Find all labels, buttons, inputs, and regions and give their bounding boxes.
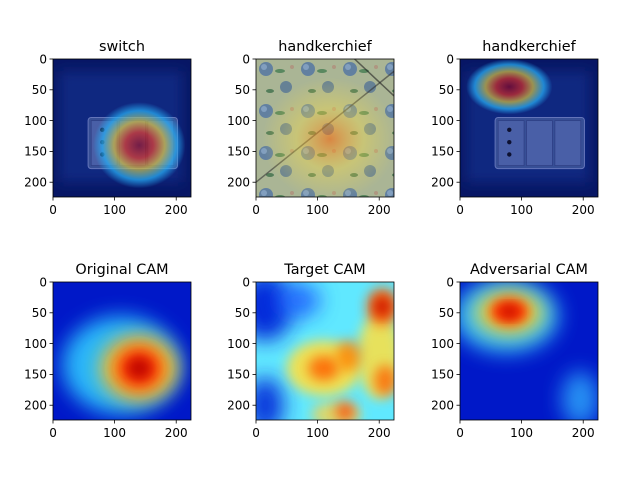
panel-title: handkerchief	[482, 39, 576, 55]
x-tick-label: 100	[306, 426, 329, 440]
panel-title: Adversarial CAM	[470, 262, 588, 278]
x-tick-label: 0	[456, 203, 464, 217]
y-tick-label: 100	[431, 337, 454, 351]
image-top-middle	[256, 59, 394, 197]
axes-frame	[52, 58, 192, 198]
heat-blob	[500, 305, 518, 318]
y-tick-label: 200	[431, 176, 454, 190]
y-tick-label: 150	[431, 368, 454, 382]
x-tick-label: 0	[252, 203, 260, 217]
image-top-left	[53, 59, 191, 197]
image-bottom-right	[460, 282, 598, 420]
image-bottom-middle	[256, 282, 394, 420]
heat-blob	[336, 402, 355, 420]
y-tick-label: 200	[24, 399, 47, 413]
y-tick-label: 100	[24, 114, 47, 128]
y-tick-label: 0	[39, 275, 47, 289]
y-tick-label: 150	[24, 368, 47, 382]
x-tick-label: 200	[572, 203, 595, 217]
switch-rocker	[554, 120, 582, 166]
y-tick-label: 50	[235, 83, 250, 97]
axes-frame	[459, 281, 599, 421]
x-tick-label: 0	[456, 426, 464, 440]
x-tick-label: 0	[49, 426, 57, 440]
fold-line	[354, 59, 394, 97]
x-tick-label: 200	[368, 426, 391, 440]
x-tick-label: 0	[252, 426, 260, 440]
x-tick-label: 100	[510, 203, 533, 217]
panel-title: Original CAM	[75, 262, 168, 278]
y-tick-label: 150	[227, 368, 250, 382]
y-tick-label: 100	[24, 337, 47, 351]
y-tick-label: 0	[446, 275, 454, 289]
switch-rocker	[497, 120, 525, 166]
heat-blob	[561, 371, 598, 420]
panel-title: handkerchief	[278, 39, 372, 55]
switch-indicator	[507, 152, 512, 157]
x-tick-label: 200	[165, 426, 188, 440]
y-tick-label: 150	[24, 145, 47, 159]
y-tick-label: 0	[242, 275, 250, 289]
y-tick-label: 100	[227, 114, 250, 128]
x-tick-label: 200	[165, 203, 188, 217]
axes-frame	[459, 58, 599, 198]
y-tick-label: 0	[446, 52, 454, 66]
image-bottom-left	[53, 282, 191, 420]
y-tick-label: 100	[227, 337, 250, 351]
x-tick-label: 100	[510, 426, 533, 440]
y-tick-label: 50	[439, 83, 454, 97]
heat-blob	[336, 340, 361, 372]
cam-tint	[460, 59, 598, 197]
panel-title: Target CAM	[283, 262, 365, 278]
y-tick-label: 50	[235, 306, 250, 320]
axes-frame	[255, 281, 395, 421]
x-tick-label: 100	[103, 426, 126, 440]
heat-blob	[256, 377, 284, 420]
y-tick-label: 150	[431, 145, 454, 159]
y-tick-label: 50	[32, 83, 47, 97]
heat-blob	[277, 283, 321, 318]
cam-hotspot	[466, 59, 553, 115]
y-tick-label: 200	[227, 399, 250, 413]
y-tick-label: 200	[431, 399, 454, 413]
axes-frame	[52, 281, 192, 421]
x-tick-label: 0	[49, 203, 57, 217]
x-tick-label: 200	[368, 203, 391, 217]
y-tick-label: 0	[39, 52, 47, 66]
cam-tint	[53, 59, 191, 197]
x-tick-label: 100	[306, 203, 329, 217]
y-tick-label: 150	[227, 145, 250, 159]
x-tick-label: 200	[572, 426, 595, 440]
switch-indicator	[507, 139, 512, 145]
heat-blob	[374, 298, 390, 316]
heat-blob	[126, 357, 152, 380]
y-tick-label: 100	[431, 114, 454, 128]
y-tick-label: 200	[227, 176, 250, 190]
y-tick-label: 50	[32, 306, 47, 320]
image-top-right	[460, 59, 598, 197]
cam-hotspot	[262, 77, 394, 197]
switch-indicator	[507, 127, 512, 133]
switch-rocker	[526, 120, 553, 166]
cam-hotspot	[93, 102, 186, 189]
panel-title: switch	[99, 39, 145, 55]
axes-frame	[255, 58, 395, 198]
y-tick-label: 0	[242, 52, 250, 66]
y-tick-label: 200	[24, 176, 47, 190]
x-tick-label: 100	[103, 203, 126, 217]
y-tick-label: 50	[439, 306, 454, 320]
heat-blob	[308, 355, 340, 381]
heat-blob	[374, 365, 394, 396]
